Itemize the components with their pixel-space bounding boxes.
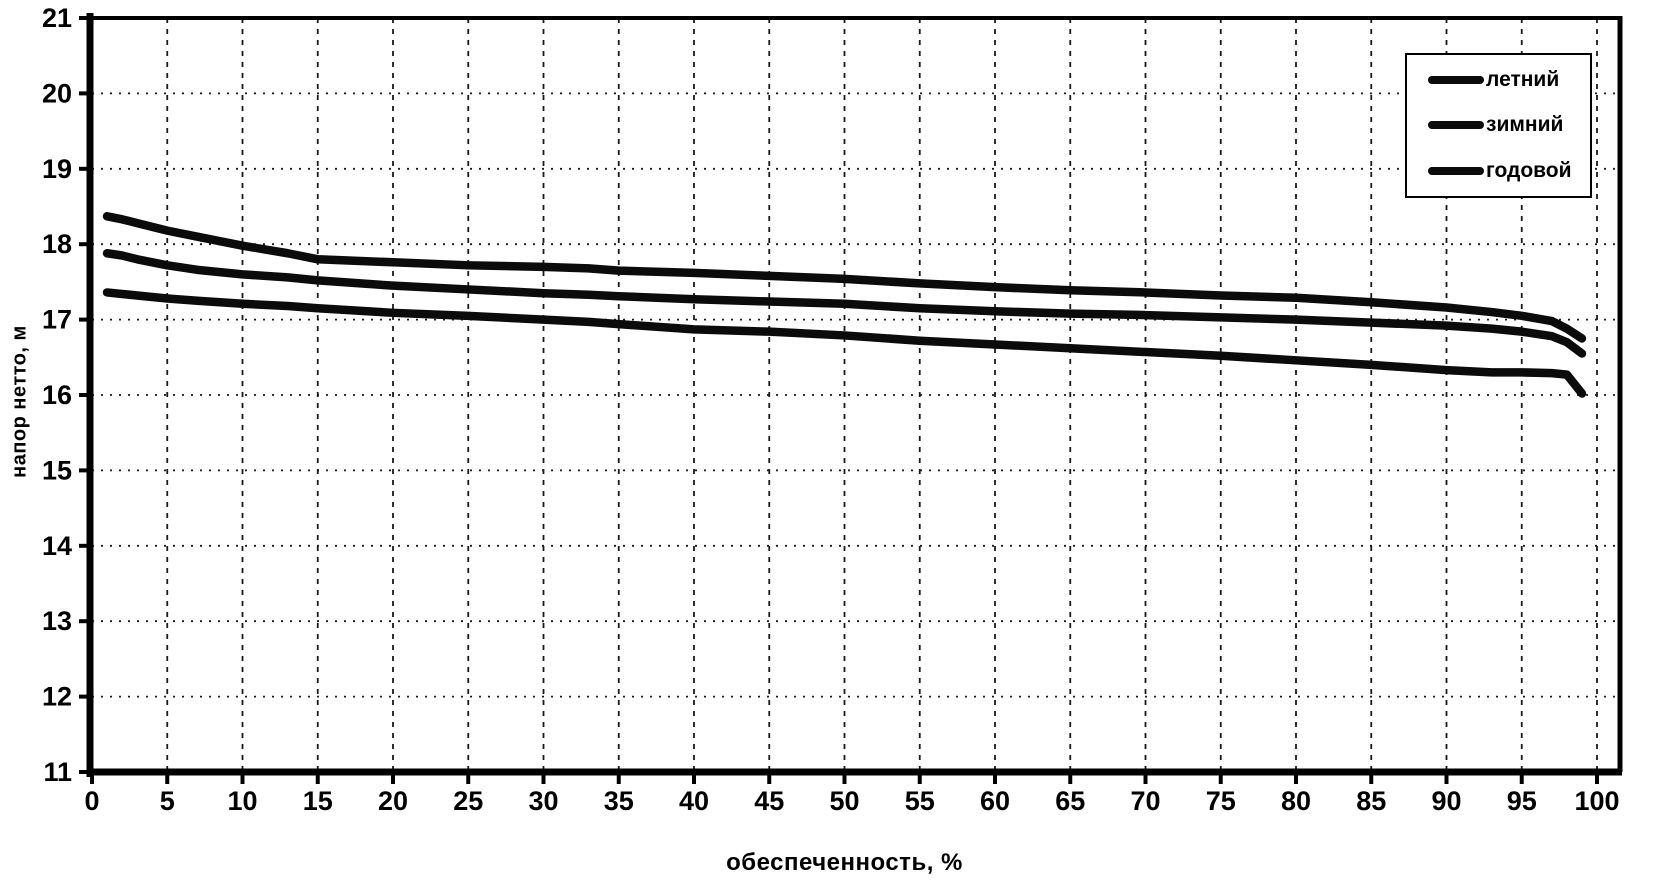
y-tick-label: 17 (42, 305, 72, 335)
legend: летний зимний годовой (1405, 53, 1592, 198)
x-tick-label: 35 (604, 786, 634, 816)
x-tick-label: 65 (1055, 786, 1085, 816)
x-tick-label: 55 (905, 786, 935, 816)
x-tick-label: 20 (378, 786, 408, 816)
series-line-zimniy (102, 248, 1587, 358)
y-tick-label: 14 (42, 531, 72, 561)
x-tick-label: 85 (1356, 786, 1386, 816)
x-tick-label: 90 (1431, 786, 1461, 816)
y-tick-label: 21 (42, 3, 72, 33)
x-tick-label: 15 (303, 786, 333, 816)
y-tick-label: 16 (42, 380, 72, 410)
x-tick-label: 30 (528, 786, 558, 816)
y-tick-label: 15 (42, 455, 72, 485)
y-tick-label: 18 (42, 229, 72, 259)
x-tick-label: 95 (1507, 786, 1537, 816)
legend-item-godovoy: годовой (1407, 149, 1590, 193)
legend-line-swatch (1428, 121, 1484, 130)
legend-label: годовой (1486, 159, 1572, 183)
y-tick-label: 13 (42, 606, 72, 636)
y-tick-label: 19 (42, 154, 72, 184)
legend-label: зимний (1486, 113, 1564, 137)
x-tick-label: 50 (829, 786, 859, 816)
y-tick-label: 11 (43, 757, 72, 787)
x-tick-label: 5 (160, 786, 175, 816)
legend-line-swatch (1428, 75, 1484, 84)
x-tick-label: 80 (1281, 786, 1311, 816)
legend-label: летний (1486, 67, 1560, 91)
x-tick-label: 100 (1574, 786, 1619, 816)
legend-line-swatch (1428, 167, 1484, 176)
x-tick-label: 45 (754, 786, 784, 816)
y-axis-title: напор нетто, м (8, 325, 31, 478)
x-tick-label: 70 (1130, 786, 1160, 816)
series-line-godovoy (102, 288, 1587, 398)
x-tick-label: 0 (84, 786, 99, 816)
x-axis-title: обеспеченность, % (726, 849, 963, 876)
series-line-letniy (102, 212, 1587, 343)
x-tick-label: 60 (980, 786, 1010, 816)
y-tick-label: 12 (42, 682, 72, 712)
legend-item-letniy: летний (1407, 58, 1590, 102)
legend-item-zimniy: зимний (1407, 103, 1590, 147)
x-tick-label: 40 (679, 786, 709, 816)
x-tick-label: 10 (227, 786, 257, 816)
y-tick-label: 20 (42, 78, 72, 108)
x-tick-label: 25 (453, 786, 483, 816)
x-tick-label: 75 (1206, 786, 1236, 816)
